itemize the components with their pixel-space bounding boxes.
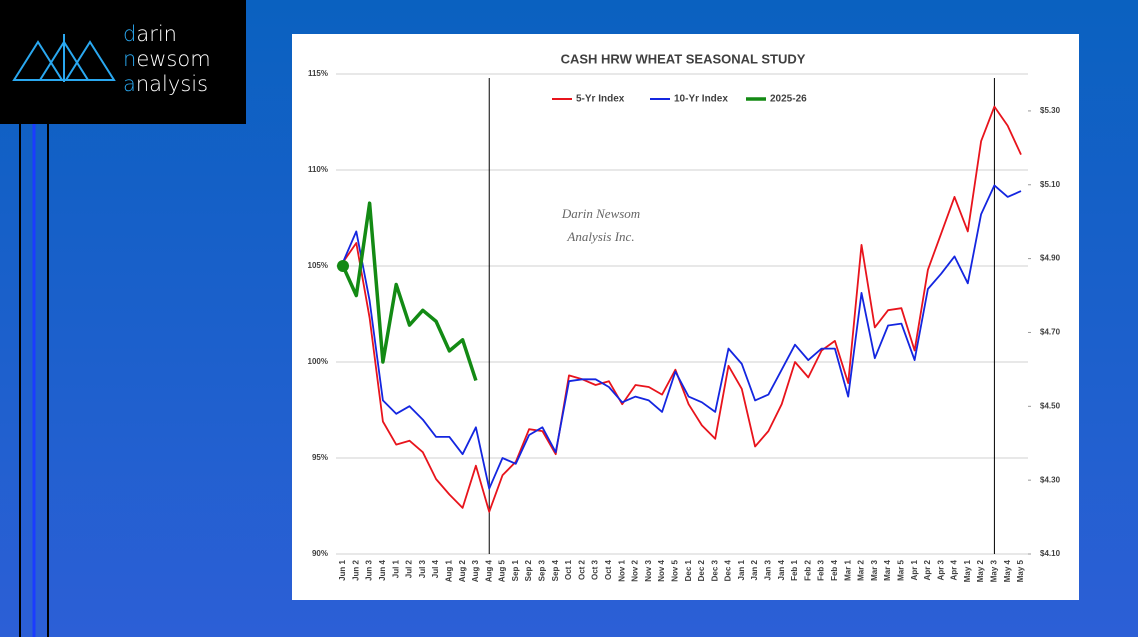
x-tick-label: Sep 4: [551, 559, 560, 581]
y-tick-label: 90%: [312, 549, 328, 558]
chart-area: [292, 34, 1079, 600]
x-tick-label: May 5: [1016, 559, 1025, 582]
x-tick-label: Apr 1: [910, 559, 919, 580]
x-tick-label: Feb 3: [817, 559, 826, 580]
x-tick-label: Dec 4: [724, 559, 733, 581]
x-tick-label: Nov 4: [657, 559, 666, 581]
x-tick-label: Aug 2: [458, 559, 467, 582]
x-tick-label: Feb 2: [803, 559, 812, 580]
x-tick-label: Jul 3: [418, 559, 427, 578]
logo-icon: [12, 34, 116, 82]
series-line: [342, 184, 1022, 490]
watermark: Darin Newsom: [561, 206, 640, 221]
x-tick-label: Jul 1: [391, 559, 400, 578]
x-tick-label: May 2: [976, 559, 985, 582]
x-tick-label: Sep 3: [538, 559, 547, 581]
x-tick-label: Aug 1: [444, 559, 453, 582]
logo-text: newsom: [123, 47, 211, 71]
x-tick-label: Apr 4: [950, 559, 959, 580]
x-tick-label: Nov 1: [617, 559, 626, 581]
y-tick-label: 95%: [312, 453, 328, 462]
series-line: [342, 105, 1022, 513]
y-tick-label: 110%: [308, 165, 328, 174]
logo-text: darin: [123, 22, 177, 46]
x-tick-label: Sep 1: [511, 559, 520, 581]
x-tick-label: Apr 3: [936, 559, 945, 580]
x-tick-label: Jun 3: [365, 559, 374, 580]
x-tick-label: Oct 4: [604, 559, 613, 580]
x-tick-label: Oct 2: [577, 559, 586, 580]
y2-tick-label: $4.70: [1040, 328, 1061, 337]
x-tick-label: Dec 1: [684, 559, 693, 581]
x-tick-label: Jan 3: [764, 559, 773, 580]
x-tick-label: Aug 5: [498, 559, 507, 582]
x-tick-label: Feb 1: [790, 559, 799, 580]
legend-label: 5-Yr Index: [576, 94, 625, 105]
y-tick-label: 115%: [308, 69, 328, 78]
y2-tick-label: $4.90: [1040, 254, 1061, 263]
x-tick-label: Jul 2: [405, 559, 414, 578]
x-tick-label: Mar 4: [883, 559, 892, 580]
x-tick-label: Aug 3: [471, 559, 480, 582]
x-tick-label: May 1: [963, 559, 972, 582]
x-tick-label: Jun 1: [338, 559, 347, 580]
x-tick-label: Nov 3: [644, 559, 653, 581]
y-tick-label: 105%: [308, 261, 328, 270]
y-tick-label: 100%: [308, 357, 328, 366]
x-tick-label: Sep 2: [524, 559, 533, 581]
plot: 90% 95% 100% 105% 110% 115% $4.10 $4.30 $4.50 $4.…: [308, 69, 1061, 582]
start-marker: [337, 260, 349, 272]
legend-label: 2025-26: [770, 94, 807, 105]
y2-tick-label: $4.30: [1040, 475, 1061, 484]
series-line: [341, 201, 478, 382]
x-tick-label: Jul 4: [431, 559, 440, 578]
x-tick-label: Mar 5: [896, 559, 905, 580]
x-tick-label: May 3: [990, 559, 999, 582]
x-tick-label: Jun 4: [378, 559, 387, 580]
x-tick-label: Nov 2: [631, 559, 640, 581]
logo-box: [0, 0, 246, 124]
x-tick-label: Nov 5: [670, 559, 679, 581]
y2-tick-label: $5.30: [1040, 106, 1061, 115]
x-tick-label: Jun 2: [351, 559, 360, 580]
x-tick-label: Feb 4: [830, 559, 839, 580]
x-tick-label: Mar 1: [843, 559, 852, 580]
x-tick-label: Aug 4: [484, 559, 493, 582]
x-tick-label: Jan 2: [750, 559, 759, 580]
logo-text: analysis: [123, 72, 209, 96]
y2-tick-label: $4.50: [1040, 401, 1061, 410]
chart-title: CASH HRW WHEAT SEASONAL STUDY: [561, 51, 806, 66]
y2-tick-label: $4.10: [1040, 549, 1061, 558]
x-tick-label: Mar 2: [857, 559, 866, 580]
x-tick-label: Jan 1: [737, 559, 746, 580]
legend-label: 10-Yr Index: [674, 94, 728, 105]
x-tick-label: Oct 1: [564, 559, 573, 580]
y2-tick-label: $5.10: [1040, 180, 1061, 189]
x-tick-label: Dec 3: [710, 559, 719, 581]
x-tick-label: May 4: [1003, 559, 1012, 582]
x-tick-label: Apr 2: [923, 559, 932, 580]
x-tick-label: Oct 3: [591, 559, 600, 580]
x-tick-label: Jan 4: [777, 559, 786, 580]
x-tick-label: Mar 3: [870, 559, 879, 580]
watermark: Analysis Inc.: [566, 229, 634, 244]
x-tick-label: Dec 2: [697, 559, 706, 581]
